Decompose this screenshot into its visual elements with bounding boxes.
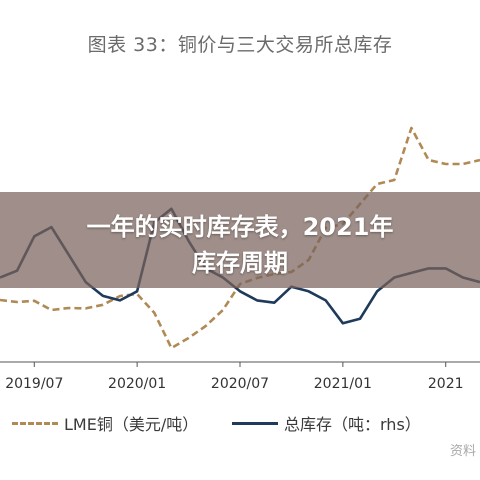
legend-item-lme: LME铜（美元/吨） <box>12 410 198 436</box>
x-tick-label: 2021 <box>428 376 464 392</box>
overlay-headline: 一年的实时库存表，2021年 <box>86 213 394 241</box>
x-tick-label: 2020/01 <box>108 376 166 392</box>
legend-swatch-dashed <box>12 421 58 425</box>
legend-item-inventory: 总库存（吨：rhs） <box>232 410 421 436</box>
x-tick-label: 2019/07 <box>5 376 63 392</box>
x-tick-label: 2021/01 <box>314 376 372 392</box>
figure-title: 图表 33：铜价与三大交易所总库存 <box>87 34 393 56</box>
title-overlay-band <box>0 192 480 288</box>
x-tick-label: 2020/07 <box>211 376 269 392</box>
legend-label-inventory: 总库存（吨：rhs） <box>284 415 421 434</box>
chart-legend: LME铜（美元/吨） 总库存（吨：rhs） <box>0 410 480 436</box>
legend-label-lme: LME铜（美元/吨） <box>64 415 199 434</box>
watermark: 资料 <box>449 444 476 459</box>
legend-swatch-solid <box>232 421 278 425</box>
overlay-subheadline: 库存周期 <box>192 249 288 277</box>
